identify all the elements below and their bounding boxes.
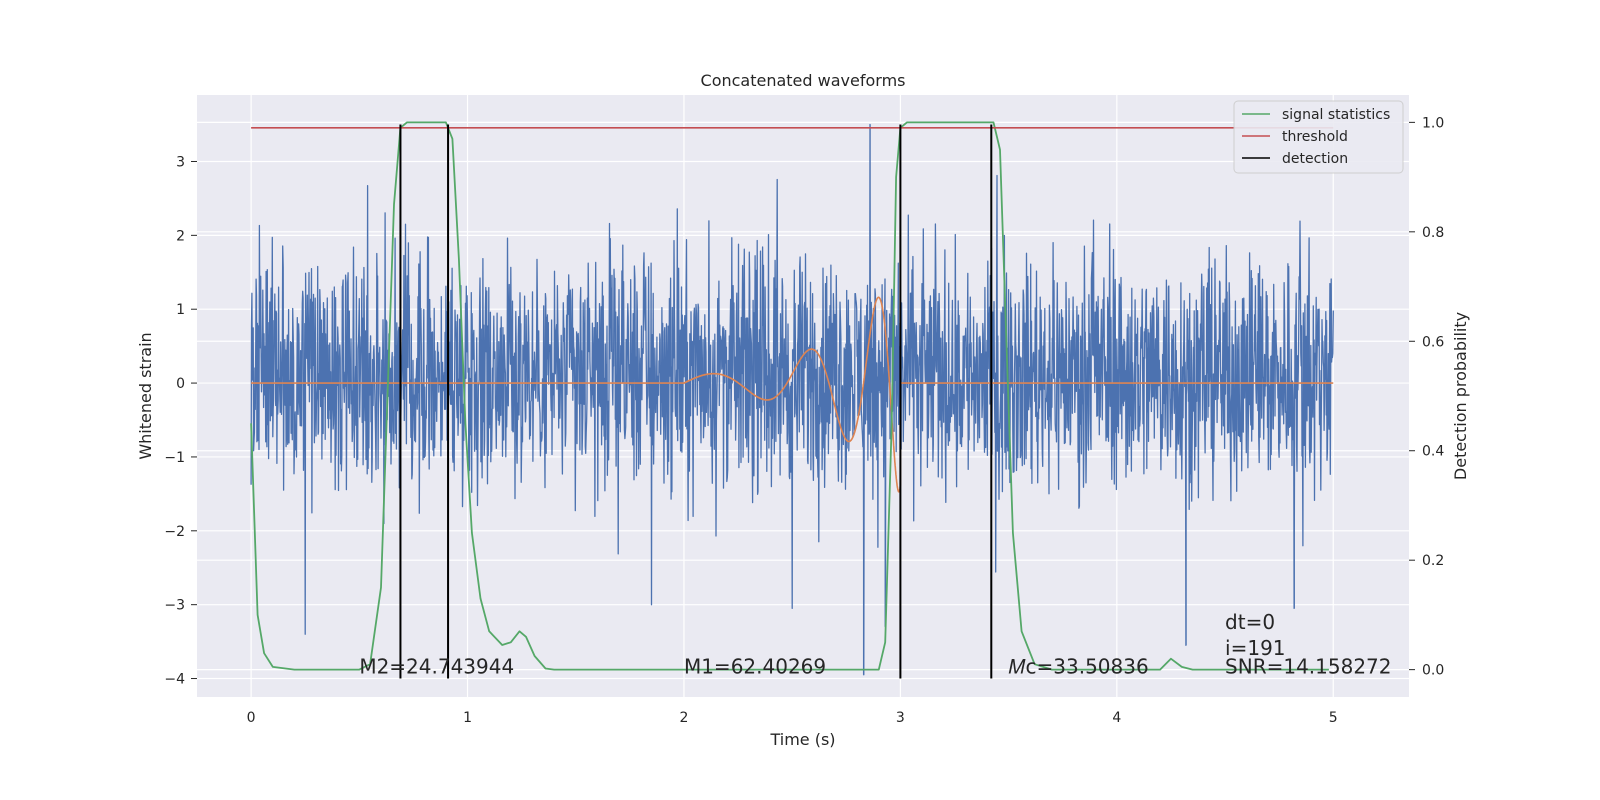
legend-label-signal-statistics: signal statistics [1282, 107, 1390, 123]
annotation-text: M1=62.40269 [684, 655, 826, 679]
y-tick-label: −3 [164, 598, 185, 614]
annotation-text: dt=0 [1225, 610, 1275, 634]
y2-tick-label: 0.8 [1422, 225, 1444, 241]
legend-box [1233, 100, 1404, 174]
series-signal-statistics [250, 121, 1329, 671]
y2-tick-label: 1.0 [1422, 115, 1444, 131]
axes: 0 1 2 3 4 5 −4 −3 −2 −1 0 1 2 3 0.0 0.2 0.4 0.6 0.8 1.0 [164, 115, 1444, 726]
series-injected-signal [251, 296, 1334, 493]
annotations: M2=24.743944 M1=62.40269 𝑀c=33.50836 dt=0i=… [359, 610, 1391, 678]
y-axis-label: Whitened strain [136, 332, 155, 459]
x-tick-label: 2 [680, 710, 689, 726]
x-tick-label: 5 [1329, 710, 1338, 726]
y-tick-label: 0 [176, 376, 185, 392]
y-tick-label: 1 [176, 302, 185, 318]
annotation-text: M2=24.743944 [359, 655, 514, 679]
x-tick-label: 1 [463, 710, 472, 726]
chart-title: Concatenated waveforms [701, 71, 906, 90]
y-tick-label: 2 [176, 228, 185, 244]
y-tick-label: −4 [164, 672, 185, 688]
x-tick-label: 0 [247, 710, 256, 726]
y-tick-label: 3 [176, 154, 185, 170]
x-tick-label: 4 [1112, 710, 1121, 726]
y2-tick-label: 0.6 [1422, 334, 1444, 350]
legend-label-detection: detection [1282, 151, 1348, 167]
y2-tick-label: 0.2 [1422, 553, 1444, 569]
y2-axis-label: Detection probability [1451, 312, 1470, 480]
y-tick-label: −1 [164, 450, 185, 466]
plot-series [250, 121, 1334, 679]
legend-label-threshold: threshold [1282, 129, 1348, 145]
annotation-text: SNR=14.158272 [1225, 655, 1391, 679]
annotation-text: i=191 [1225, 636, 1286, 660]
x-tick-label: 3 [896, 710, 905, 726]
y-tick-label: −2 [164, 524, 185, 540]
annotation-text: 𝑀c=33.50836 [1009, 655, 1149, 679]
legend: signal statistics threshold detection [1233, 100, 1404, 174]
y2-tick-label: 0.0 [1422, 663, 1444, 679]
series-whitened-strain [250, 123, 1334, 676]
y2-tick-label: 0.4 [1422, 444, 1444, 460]
x-axis-label: Time (s) [769, 730, 835, 749]
